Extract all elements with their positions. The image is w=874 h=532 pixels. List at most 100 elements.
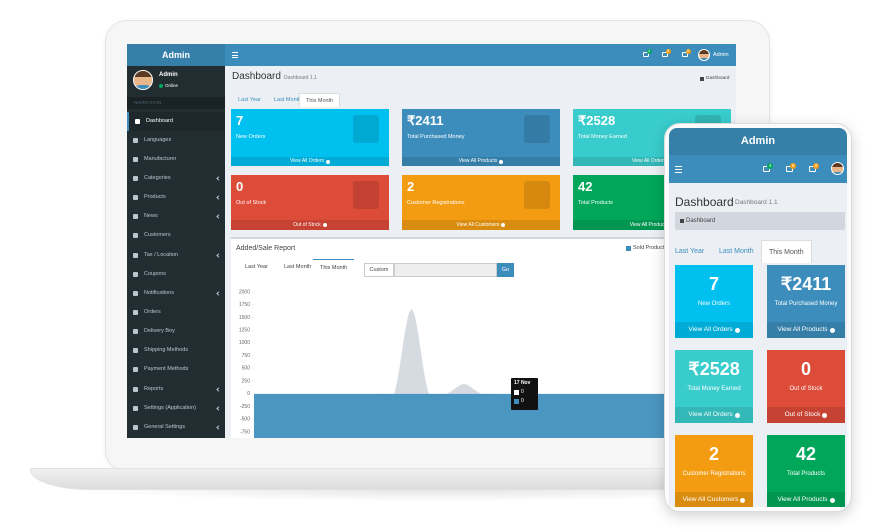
tab[interactable]: This Month (299, 93, 341, 107)
tab[interactable]: This Month (761, 240, 812, 263)
phone-screen: Admin 4 5 6 Dashboard Dashboard 1.1 Dashboard L… (669, 128, 847, 507)
y-tick-label: 2000 (239, 289, 250, 295)
card-value: 7 (236, 113, 244, 128)
nav-icon[interactable] (682, 52, 688, 57)
nav-icon[interactable] (662, 52, 668, 57)
menu-item[interactable]: Coupons (127, 265, 225, 284)
report-tab[interactable]: This Month (313, 259, 355, 275)
card-link-icon (499, 159, 504, 164)
card-link[interactable]: View All Products (458, 158, 498, 164)
card-link[interactable]: View All Products (777, 326, 828, 333)
tab[interactable]: Last Month (268, 93, 307, 107)
card-footer[interactable]: View All Customers (402, 220, 560, 230)
tab-label: Last Month (719, 248, 754, 255)
report-box: Added/Sale Report Sold Products Last Year L… (231, 237, 731, 438)
tab-label: Last Year (238, 97, 261, 103)
tooltip-swatch (514, 399, 519, 404)
menu-item[interactable]: Dashboard (127, 111, 225, 131)
card-link[interactable]: View All Products (777, 496, 828, 503)
card-footer[interactable]: View All Products (402, 157, 560, 166)
report-title: Added/Sale Report (236, 245, 296, 252)
area-series (254, 309, 731, 401)
page-subtitle: Dashboard 1.1 (284, 75, 317, 81)
avatar-shirt (135, 85, 151, 89)
card-footer[interactable]: View All Customers (675, 492, 753, 507)
menu-item[interactable]: Delivery Boy (127, 322, 225, 341)
stat-card: ₹2528 Total Money Earned View All Orders (675, 350, 753, 423)
menu-item[interactable]: Payment Methods (127, 360, 225, 379)
menu-item[interactable]: Products (127, 188, 225, 207)
tab[interactable]: Last Month (719, 240, 754, 263)
menu-label: News (144, 213, 158, 220)
menu-item[interactable]: Shipping Methods (127, 341, 225, 360)
tab[interactable]: Last Year (232, 93, 267, 107)
y-tick-label: 1500 (239, 315, 250, 321)
menu-icon (133, 195, 138, 201)
card-watermark (353, 181, 379, 209)
menu-label: Customers (144, 232, 171, 239)
stat-card: ₹2411 Total Purchased Money View All Produ… (402, 109, 560, 166)
card-link[interactable]: View All Products (629, 222, 669, 228)
menu-item[interactable]: Languages (127, 131, 225, 150)
menu-chevron (216, 176, 221, 181)
card-link[interactable]: View All Orders (289, 158, 325, 164)
y-tick-label: 1750 (239, 302, 250, 308)
menu-item[interactable]: News (127, 207, 225, 226)
breadcrumb[interactable]: Dashboard (686, 218, 716, 224)
user-name: Admin (159, 72, 178, 78)
card-link[interactable]: Out of Stock (784, 411, 821, 418)
menu-label: Orders (144, 309, 161, 315)
menu-item[interactable]: Notifications (127, 284, 225, 303)
menu-item[interactable]: Categories (127, 169, 225, 188)
go-button[interactable]: Go (497, 263, 514, 277)
card-value: ₹2411 (407, 113, 444, 128)
menu-item[interactable]: Settings (Application) (127, 399, 225, 418)
card-footer[interactable]: Out of Stock (767, 407, 845, 423)
menu-item[interactable]: Reports (127, 380, 225, 399)
card-footer[interactable]: View All Orders (675, 407, 753, 423)
stat-card: 2 Customer Registrations View All Customer… (402, 175, 560, 230)
card-watermark (524, 181, 550, 209)
card-link[interactable]: View All Customers (682, 496, 739, 503)
card-link-icon (829, 327, 835, 333)
card-footer[interactable]: View All Orders (675, 322, 753, 338)
card-footer[interactable]: Out of Stock (231, 220, 389, 230)
card-link[interactable]: Out of Stock (293, 222, 321, 228)
card-footer[interactable]: View All Products (767, 492, 845, 507)
nav-icon[interactable] (643, 52, 649, 57)
card-watermark (524, 115, 550, 143)
card-link[interactable]: View All Orders (688, 411, 733, 418)
report-tab[interactable]: Last Year (238, 259, 275, 275)
menu-item[interactable]: General Settings (127, 418, 225, 437)
menu-icon (133, 156, 138, 162)
tooltip-value: 0 (521, 398, 524, 404)
y-tick-label: -250 (240, 404, 250, 410)
menu-toggle-bar (675, 166, 682, 167)
card-label: New Orders (236, 134, 266, 140)
menu-toggle-bar (675, 169, 682, 170)
date-input[interactable] (394, 263, 497, 277)
menu-item[interactable]: Tax / Location (127, 246, 225, 265)
card-link[interactable]: View All Orders (688, 326, 733, 333)
menu-item[interactable]: Orders (127, 303, 225, 322)
legend-swatch (626, 246, 631, 251)
menu-item[interactable]: Manufacturer (127, 150, 225, 169)
menu-icon (133, 175, 138, 181)
tab-label: Last Month (274, 97, 302, 103)
menu-item[interactable]: Customers (127, 226, 225, 245)
breadcrumb[interactable]: Dashboard (706, 76, 730, 81)
card-value: 0 (236, 179, 244, 194)
card-footer[interactable]: View All Orders (231, 157, 389, 166)
report-tab[interactable]: Last Month (277, 259, 318, 275)
report-tab-label: Last Month (284, 264, 312, 270)
card-link[interactable]: View All Orders (631, 158, 667, 164)
topbar-user[interactable]: Admin (713, 52, 729, 58)
card-footer[interactable]: View All Products (767, 322, 845, 338)
card-link[interactable]: View All Customers (456, 222, 500, 228)
report-tab-label: Last Year (245, 264, 268, 270)
nav-badge: 6 (813, 162, 820, 169)
card-link-icon (822, 412, 828, 418)
card-value: ₹2528 (578, 113, 616, 128)
tab[interactable]: Last Year (675, 240, 704, 263)
